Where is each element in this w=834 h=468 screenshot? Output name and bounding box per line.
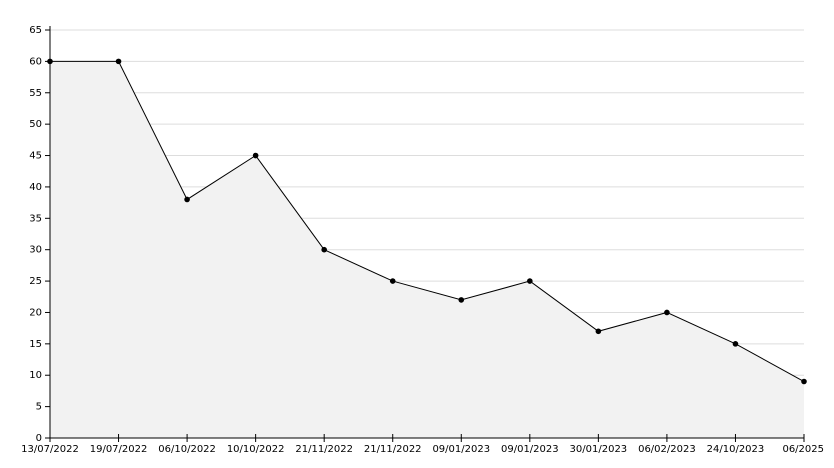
y-tick-label: 25 [29, 276, 42, 287]
line [50, 60, 805, 382]
x-tick-label: 10/10/2022 [227, 444, 285, 455]
y-tick-label: 45 [29, 151, 42, 162]
marker [184, 196, 190, 203]
x-tick-label: 06/02/2023 [638, 444, 696, 455]
marker [732, 341, 739, 347]
y-tick-label: 30 [29, 245, 42, 256]
marker [321, 246, 327, 253]
x-tick-label: 06/10/2022 [158, 444, 216, 455]
marker [801, 378, 807, 385]
y-tick-label: 35 [29, 213, 42, 224]
x-tick-label: 06/2025 [782, 444, 824, 455]
marker [115, 58, 122, 65]
x-tick-label: 21/11/2022 [364, 444, 422, 455]
marker [458, 297, 465, 303]
marker [664, 309, 670, 316]
x-tick-label: 24/10/2023 [707, 444, 765, 455]
x-tick-label: 30/01/2023 [570, 444, 628, 455]
y-tick-label: 40 [29, 182, 42, 193]
x-tick-label: 13/07/2022 [21, 444, 79, 455]
y-tick-label: 20 [29, 307, 42, 318]
y-tick-label: 15 [29, 339, 42, 350]
x-tick-label: 19/07/2022 [90, 444, 148, 455]
marker [595, 328, 602, 335]
y-tick-label: 5 [36, 402, 42, 413]
x-tick-label: 09/01/2023 [501, 444, 559, 455]
y-tick-label: 50 [29, 119, 42, 130]
y-tick-label: 0 [36, 433, 42, 444]
x-tick-label: 21/11/2022 [295, 444, 353, 455]
area [50, 61, 804, 439]
y-tick-label: 65 [29, 25, 42, 36]
y-tick-label: 55 [29, 88, 42, 99]
marker [527, 278, 533, 284]
y-tick-label: 60 [29, 56, 42, 67]
marker [389, 278, 396, 284]
x-tick-label: 09/01/2023 [432, 444, 490, 455]
marker [252, 152, 259, 159]
y-tick-label: 10 [29, 370, 42, 381]
